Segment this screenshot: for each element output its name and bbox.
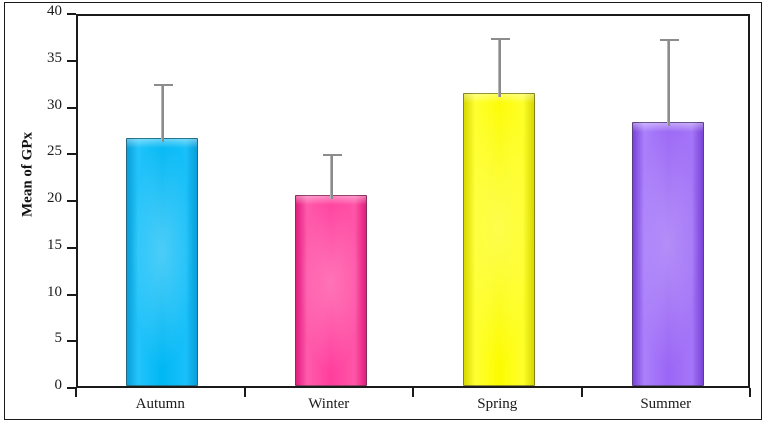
bar-winter	[294, 195, 367, 386]
y-tick-mark	[67, 200, 76, 202]
x-category-label-autumn: Autumn	[135, 396, 185, 412]
y-tick-label: 20	[47, 190, 62, 206]
y-tick-label: 35	[47, 49, 62, 66]
bar-autumn	[126, 138, 199, 386]
bar-summer	[631, 122, 704, 386]
y-tick-mark	[67, 246, 76, 249]
error-bar-winter	[322, 154, 342, 200]
y-tick-mark	[67, 340, 76, 343]
y-tick-label: 30	[47, 96, 62, 113]
y-tick-mark	[67, 13, 76, 15]
error-bar-cap	[491, 38, 511, 41]
x-category-label-winter: Winter	[308, 396, 350, 412]
y-tick-label: 25	[47, 143, 62, 160]
x-tick-mark	[412, 388, 414, 397]
x-tick-mark	[243, 388, 246, 397]
y-tick-label: 10	[47, 283, 62, 300]
error-bar-cap	[322, 154, 342, 157]
bar-spring	[463, 93, 536, 386]
y-tick-mark	[67, 153, 76, 156]
y-tick-mark	[67, 387, 76, 389]
error-bar-spring	[491, 38, 511, 98]
error-bar-cap	[659, 39, 679, 42]
y-tick-label: 40	[47, 3, 62, 19]
y-tick-mark	[67, 293, 76, 296]
y-tick-label: 15	[47, 236, 62, 253]
x-tick-mark	[749, 388, 751, 397]
error-bar-summer	[659, 39, 679, 127]
y-tick-label: 5	[54, 330, 63, 347]
plot-area	[76, 14, 750, 388]
x-tick-mark	[580, 388, 583, 397]
x-category-label-spring: Spring	[477, 396, 518, 412]
y-tick-mark	[67, 59, 76, 62]
x-category-label-summer: Summer	[640, 396, 692, 412]
y-tick-mark	[67, 106, 76, 109]
y-tick-label: 0	[54, 377, 63, 393]
error-bar-cap	[154, 84, 174, 87]
error-bar-autumn	[154, 84, 174, 143]
x-tick-mark	[75, 388, 77, 397]
